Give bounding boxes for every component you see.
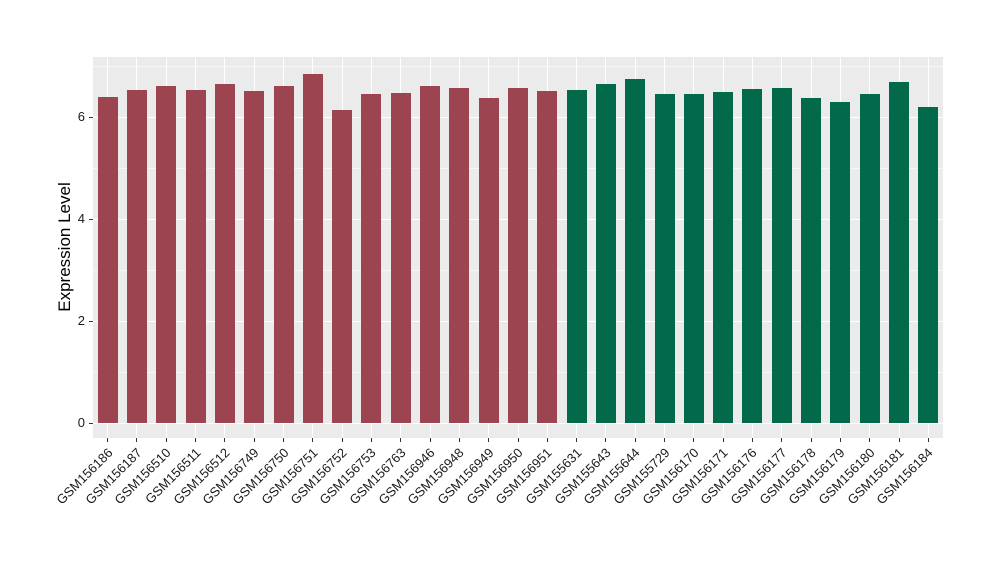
- x-tick-mark: [136, 438, 138, 442]
- bar: [889, 82, 910, 423]
- x-tick-mark: [370, 438, 372, 442]
- bar: [273, 85, 294, 423]
- x-tick-mark: [839, 438, 841, 442]
- bar: [918, 106, 939, 423]
- bar: [742, 88, 763, 423]
- x-tick-mark: [927, 438, 929, 442]
- bar: [595, 83, 616, 423]
- bar: [771, 87, 792, 423]
- bar: [625, 79, 646, 423]
- bar: [390, 93, 411, 423]
- x-tick-mark: [488, 438, 490, 442]
- y-tick-mark: [89, 321, 93, 322]
- x-tick-mark: [546, 438, 548, 442]
- x-tick-mark: [869, 438, 871, 442]
- bar: [420, 86, 441, 423]
- x-tick-mark: [312, 438, 314, 442]
- bar: [97, 96, 118, 423]
- bar: [654, 94, 675, 423]
- y-tick-label: 0: [77, 415, 85, 430]
- y-axis-title: Expression Level: [55, 182, 74, 312]
- x-tick-mark: [781, 438, 783, 442]
- y-tick-label: 6: [77, 109, 85, 124]
- bar: [801, 97, 822, 423]
- x-tick-mark: [605, 438, 607, 442]
- bar: [830, 102, 851, 423]
- x-tick-mark: [751, 438, 753, 442]
- bar: [478, 98, 499, 423]
- bar: [566, 90, 587, 423]
- x-tick-mark: [810, 438, 812, 442]
- bar: [332, 109, 353, 423]
- y-tick-mark: [89, 423, 93, 424]
- bar: [449, 88, 470, 423]
- y-tick-mark: [89, 219, 93, 220]
- bar: [713, 91, 734, 423]
- bar: [683, 93, 704, 423]
- bar: [214, 83, 235, 423]
- bar: [859, 94, 880, 423]
- bar: [361, 93, 382, 423]
- x-tick-mark: [693, 438, 695, 442]
- x-tick-mark: [341, 438, 343, 442]
- y-tick-mark: [89, 117, 93, 118]
- plot-panel: [93, 57, 943, 438]
- x-tick-mark: [107, 438, 109, 442]
- x-tick-mark: [165, 438, 167, 442]
- x-tick-mark: [224, 438, 226, 442]
- bar: [302, 74, 323, 423]
- x-tick-mark: [253, 438, 255, 442]
- x-tick-mark: [517, 438, 519, 442]
- bar: [244, 91, 265, 423]
- x-tick-mark: [400, 438, 402, 442]
- y-tick-label: 4: [77, 211, 85, 226]
- bar: [185, 90, 206, 423]
- bar: [508, 87, 528, 423]
- x-tick-mark: [898, 438, 900, 442]
- bar: [126, 89, 147, 423]
- x-tick-mark: [576, 438, 578, 442]
- x-tick-mark: [722, 438, 724, 442]
- x-tick-mark: [458, 438, 460, 442]
- x-tick-mark: [283, 438, 285, 442]
- x-tick-mark: [664, 438, 666, 442]
- x-tick-mark: [195, 438, 197, 442]
- x-tick-mark: [634, 438, 636, 442]
- y-tick-label: 2: [77, 313, 85, 328]
- x-tick-mark: [429, 438, 431, 442]
- bar: [156, 85, 177, 423]
- bar: [537, 91, 558, 423]
